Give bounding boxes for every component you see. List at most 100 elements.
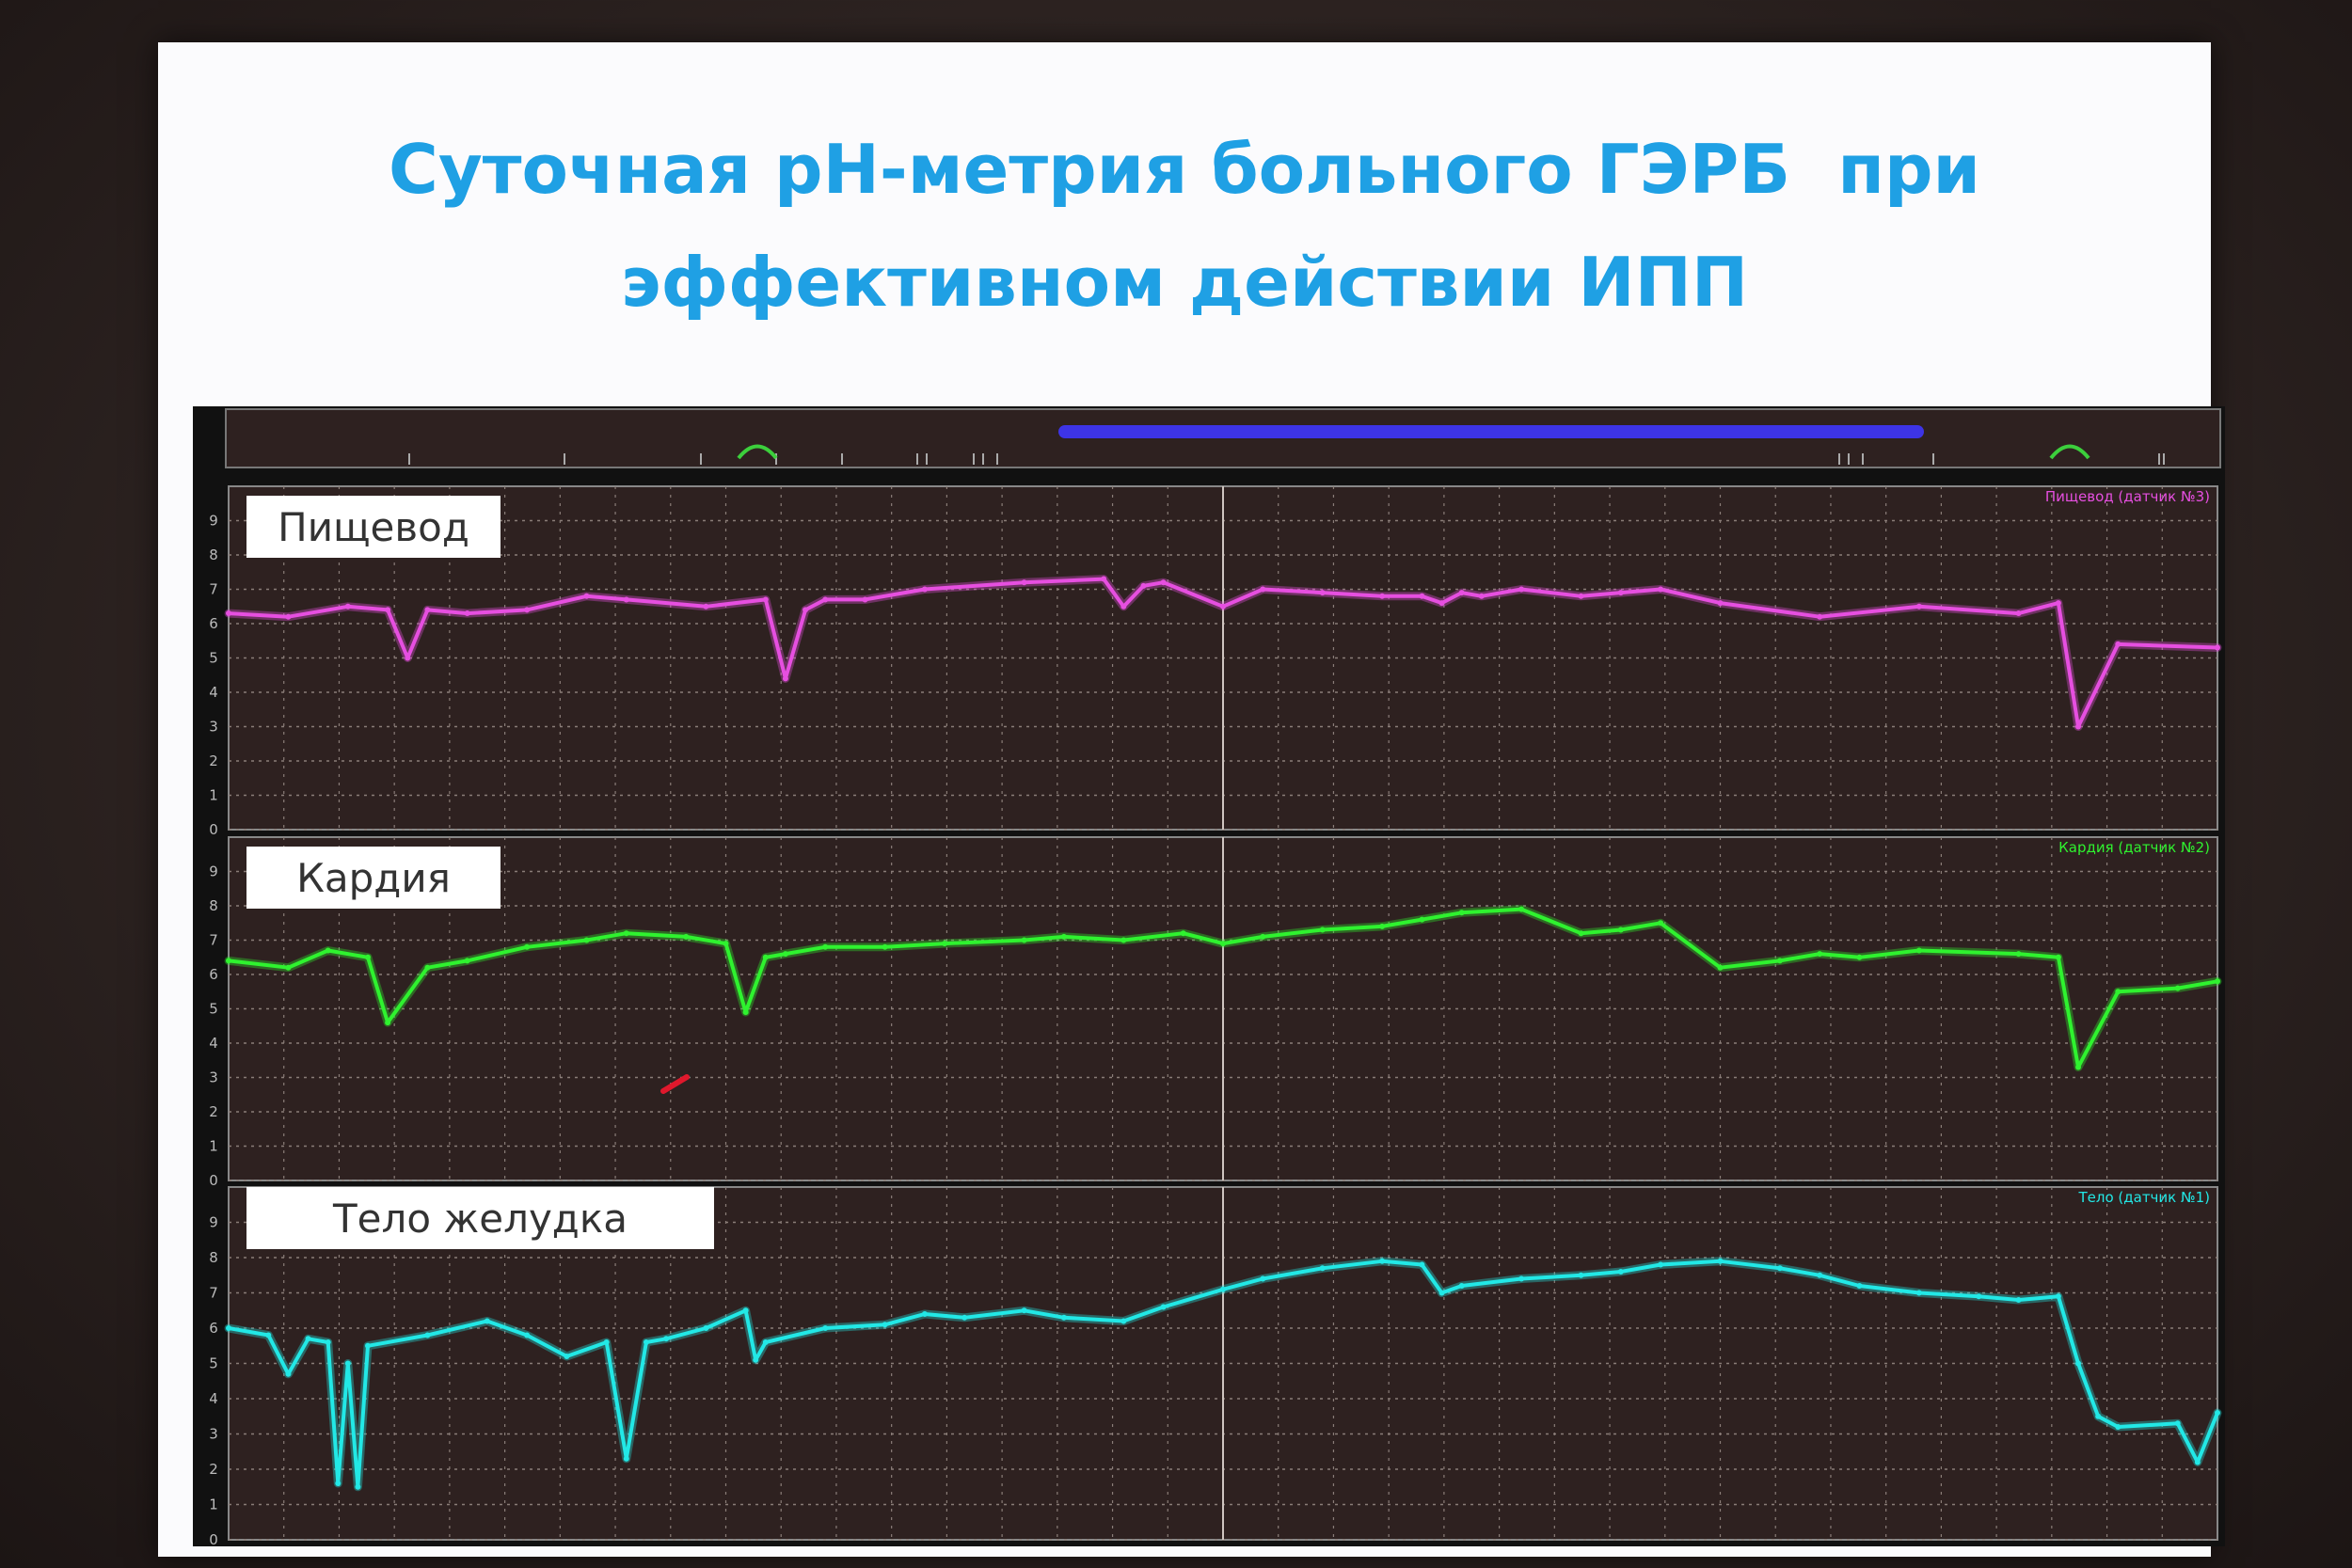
data-point [524, 607, 531, 613]
data-point [226, 1325, 231, 1331]
sensor-legend: Тело (датчик №1) [2077, 1189, 2210, 1206]
data-point [1120, 937, 1127, 943]
data-point [2215, 644, 2220, 651]
y-tick-label: 8 [209, 897, 218, 914]
sensor-legend: Кардия (датчик №2) [2058, 839, 2210, 856]
data-point [862, 596, 868, 603]
chart-panel-3: 0 1 2 3 4 5 6 7 8 9 Тело (датчик №1) Тело желудка [209, 1186, 2222, 1548]
y-tick-label: 1 [209, 1138, 218, 1155]
data-point [226, 958, 231, 964]
data-point [1220, 603, 1226, 610]
data-point [1458, 910, 1465, 916]
data-point [1856, 1283, 1863, 1289]
slide-title-line-2: эффективном действии ИПП [620, 243, 1749, 322]
y-tick-label: 7 [209, 932, 218, 949]
event-period-bar [1058, 425, 1924, 438]
data-point [1617, 1269, 1624, 1275]
data-point [753, 1356, 759, 1363]
data-point [1419, 593, 1425, 599]
data-point [1817, 1272, 1823, 1278]
data-point [882, 1322, 888, 1328]
data-point [464, 610, 470, 617]
data-point [643, 1339, 649, 1345]
data-point [2015, 1297, 2022, 1303]
data-point [921, 1311, 928, 1317]
data-point [1438, 600, 1445, 607]
data-point [285, 613, 292, 620]
panel-label-box [246, 1187, 714, 1249]
data-point [703, 603, 709, 610]
data-point [1160, 579, 1167, 586]
data-point [2115, 989, 2122, 995]
data-point [305, 1336, 311, 1342]
y-tick-label: 2 [209, 752, 218, 769]
y-tick-label: 6 [209, 615, 218, 632]
data-point [1856, 954, 1863, 960]
y-tick-label: 3 [209, 1426, 218, 1443]
data-point [1160, 1304, 1167, 1310]
y-tick-label: 4 [209, 1035, 218, 1052]
data-point [1976, 1293, 1982, 1300]
data-point [2075, 1064, 2082, 1070]
data-point [703, 1325, 709, 1331]
data-point [742, 1307, 749, 1314]
data-point [1419, 1261, 1425, 1268]
sensor-legend: Пищевод (датчик №3) [2045, 488, 2210, 505]
data-point [325, 1339, 331, 1345]
data-point [2115, 641, 2122, 647]
data-point [1776, 958, 1783, 964]
panel-label-box [246, 496, 501, 558]
y-tick-label: 7 [209, 1285, 218, 1302]
data-point [1260, 933, 1266, 940]
data-point [822, 596, 829, 603]
data-point [564, 1354, 570, 1359]
data-point [2075, 1360, 2082, 1367]
data-point [355, 1483, 361, 1490]
data-point [265, 1332, 272, 1338]
data-point [2055, 954, 2061, 960]
data-point [1915, 1290, 1922, 1296]
data-point [961, 1314, 968, 1321]
slide-title-line-1: Суточная рН-метрия больного ГЭРБ при [389, 130, 1980, 209]
data-point [1817, 951, 1823, 958]
data-point [1717, 1258, 1724, 1264]
data-point [1319, 590, 1326, 596]
data-point [1717, 964, 1724, 971]
data-point [405, 655, 411, 661]
red-pointer-mark [660, 1074, 690, 1094]
y-tick-label: 1 [209, 787, 218, 804]
data-point [583, 593, 590, 599]
data-point [782, 951, 788, 958]
data-point [285, 1370, 292, 1377]
data-point [1260, 586, 1266, 593]
data-point [226, 610, 231, 617]
panel-label: Пищевод [278, 504, 469, 550]
meal-marker-icon [2049, 444, 2090, 460]
data-point [663, 1336, 670, 1342]
data-point [1776, 1265, 1783, 1272]
data-point [1419, 916, 1425, 923]
data-point [1617, 590, 1624, 596]
y-tick-label: 6 [209, 1320, 218, 1337]
data-point [2015, 951, 2022, 958]
data-point [1060, 933, 1067, 940]
y-tick-label: 7 [209, 581, 218, 598]
data-point [385, 607, 391, 613]
y-tick-label: 5 [209, 650, 218, 667]
data-point [921, 586, 928, 593]
data-point [2055, 600, 2061, 607]
y-tick-label: 5 [209, 1001, 218, 1018]
data-point [1518, 586, 1525, 593]
data-point [424, 964, 431, 971]
data-point [1379, 1258, 1386, 1264]
data-point [1438, 1290, 1445, 1296]
data-point [1120, 1318, 1127, 1324]
data-point [1578, 593, 1584, 599]
data-point [2174, 985, 2181, 991]
data-point [1658, 1261, 1664, 1268]
data-point [1617, 927, 1624, 933]
data-point [822, 943, 829, 950]
data-point [335, 1481, 342, 1486]
data-point [1578, 930, 1584, 937]
data-point [2215, 1410, 2220, 1416]
